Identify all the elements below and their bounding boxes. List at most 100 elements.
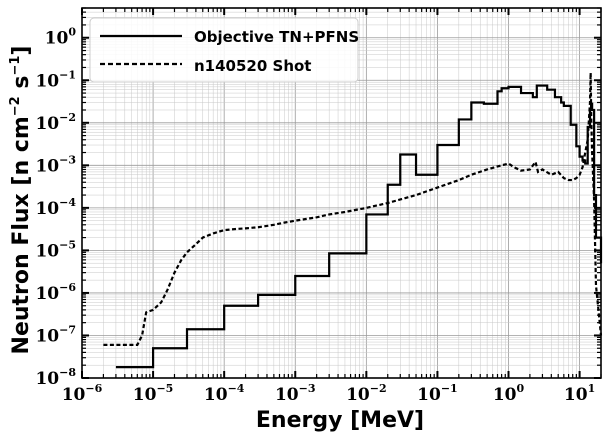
series-shot-point: [181, 259, 182, 260]
y-tick-label: 10−1: [35, 68, 76, 91]
series-objective-point: [329, 253, 330, 254]
series-shot-point: [224, 230, 225, 231]
series-shot-point: [551, 174, 552, 175]
series-shot-point: [329, 214, 330, 215]
series-objective-point: [186, 329, 187, 330]
series-shot-point: [520, 170, 521, 171]
series-objective-point: [366, 214, 367, 215]
series-shot-point: [587, 139, 588, 140]
y-tick-label: 10−6: [35, 281, 76, 304]
x-tick-label: 10−5: [133, 382, 174, 405]
series-shot-point: [295, 220, 296, 221]
series-objective-point: [554, 97, 555, 98]
series-shot-point: [487, 169, 488, 170]
series-shot-point: [167, 289, 168, 290]
y-tick-label: 10−4: [35, 196, 76, 219]
series-objective-point: [415, 174, 416, 175]
series-objective-line: [115, 84, 603, 369]
x-tick-label: 100: [493, 382, 525, 405]
y-axis-label-exp1: −2: [8, 96, 23, 116]
series-objective-point: [471, 102, 472, 103]
series-objective-point: [594, 194, 595, 195]
series-shot-point: [542, 169, 543, 170]
series-shot-point: [146, 312, 147, 313]
series-objective-point: [387, 184, 388, 185]
series-objective-point: [257, 294, 258, 295]
tick-labels: 10−6 10−5 10−4 10−3 10−2 10−1 100 101 10−8 10−7 10…: [35, 26, 595, 405]
series-shot-point: [141, 335, 142, 336]
x-tick-label: 10−3: [275, 382, 316, 405]
y-axis-label-main: Neutron Flux [n cm: [9, 116, 34, 354]
series-objective-point: [579, 156, 580, 157]
series-shot-point: [103, 344, 104, 345]
series-shot-point: [245, 228, 246, 229]
series-shot-point: [213, 233, 214, 234]
series-objective-point: [532, 97, 533, 98]
series-objective-point: [224, 305, 225, 306]
series-shot-point: [284, 222, 285, 223]
series-shot-point: [471, 174, 472, 175]
x-tick-label: 10−1: [417, 382, 458, 405]
series-objective-point: [458, 119, 459, 120]
series-shot-point: [590, 72, 591, 73]
series-shot-line: [103, 72, 603, 347]
y-axis-label-mid: s: [9, 76, 34, 97]
series-objective-point: [400, 154, 401, 155]
series-shot-point: [595, 285, 596, 286]
y-axis-label-end: ]: [9, 46, 34, 56]
plot-area-frame: [81, 7, 602, 379]
series-shot-point: [195, 244, 196, 245]
series-shot-point: [437, 187, 438, 188]
axis-ticks: [81, 7, 602, 379]
series-shot-point: [594, 200, 595, 201]
y-tick-label: 10−5: [35, 238, 76, 261]
series-shot-point: [582, 167, 583, 168]
series-objective-point: [536, 85, 537, 86]
series-objective-point: [508, 86, 509, 87]
series-shot-point: [366, 207, 367, 208]
series-shot-point: [202, 237, 203, 238]
x-tick-label: 101: [564, 382, 595, 405]
legend-label-shot: n140520 Shot: [194, 57, 311, 75]
series-shot-point: [576, 178, 577, 179]
series-objective-point: [592, 109, 593, 110]
y-axis-label-exp2: −1: [8, 56, 23, 76]
series-shot-point: [529, 169, 530, 170]
legend: Objective TN+PFNS n140520 Shot: [89, 17, 359, 83]
series-shot-point: [508, 163, 509, 164]
x-axis-label: Energy [MeV]: [256, 408, 424, 433]
series-objective-point: [483, 103, 484, 104]
series-shot-point: [273, 224, 274, 225]
series-shot-point: [387, 202, 388, 203]
series-shot-point: [537, 171, 538, 172]
y-tick-label: 100: [45, 26, 77, 49]
series-objective-point: [570, 124, 571, 125]
series-shot-point: [161, 302, 162, 303]
series-layer: [103, 72, 603, 369]
series-objective-point: [497, 91, 498, 92]
x-tick-label: 10−2: [346, 382, 387, 405]
series-objective-point: [520, 92, 521, 93]
x-tick-label: 10−4: [204, 382, 245, 405]
series-objective-point: [576, 146, 577, 147]
legend-box: [89, 17, 359, 83]
series-shot-point: [174, 272, 175, 273]
series-objective-point: [501, 88, 502, 89]
series-shot-point: [186, 252, 187, 253]
series-objective-point: [115, 367, 116, 368]
series-shot-point: [558, 171, 559, 172]
series-shot-point: [501, 165, 502, 166]
series-shot-point: [591, 119, 592, 120]
series-objective-point: [295, 275, 296, 276]
x-tick-label: 10−6: [62, 382, 103, 405]
y-axis-label: Neutron Flux [n cm−2 s−1]: [8, 46, 34, 355]
series-shot-point: [563, 178, 564, 179]
series-shot-point: [257, 227, 258, 228]
series-objective-point: [563, 105, 564, 106]
series-shot-point: [458, 179, 459, 180]
series-shot-point: [572, 179, 573, 180]
series-objective-point: [561, 102, 562, 103]
series-shot-point: [344, 211, 345, 212]
series-shot-point: [137, 344, 138, 345]
series-shot-point: [592, 152, 593, 153]
